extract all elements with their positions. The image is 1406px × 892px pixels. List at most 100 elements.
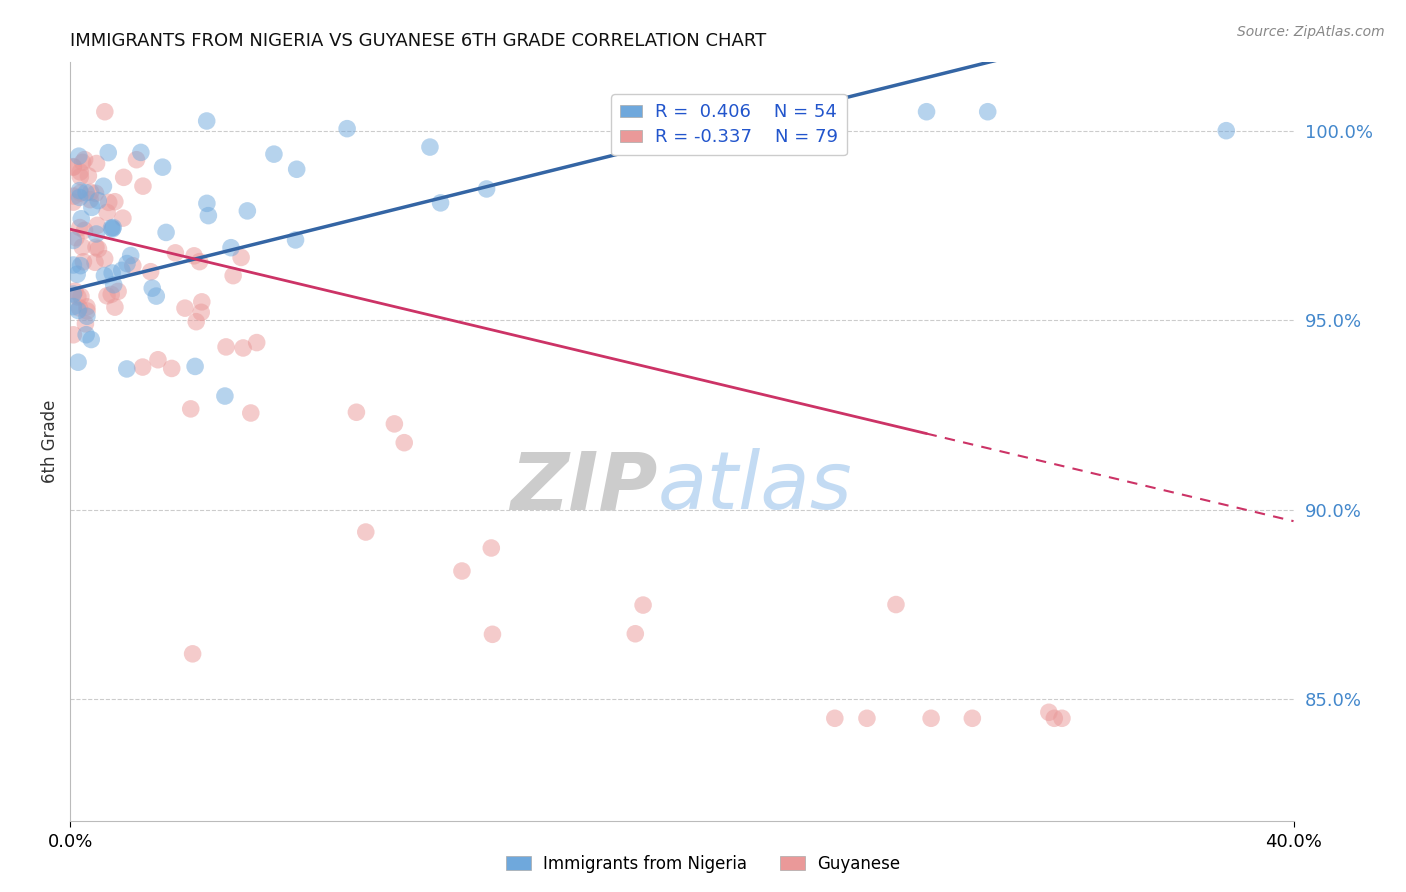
- Y-axis label: 6th Grade: 6th Grade: [41, 400, 59, 483]
- Point: [186, 315, 208, 329]
- Point: [915, 104, 938, 119]
- Point: [93, 268, 115, 283]
- Point: [111, 263, 134, 277]
- Point: [80, 200, 103, 214]
- Point: [62, 160, 84, 174]
- Point: [215, 340, 238, 354]
- Point: [103, 277, 125, 292]
- Point: [76, 300, 98, 314]
- Point: [80, 186, 103, 200]
- Point: [70, 289, 93, 303]
- Point: [1215, 123, 1237, 137]
- Point: [79, 193, 101, 207]
- Point: [84, 240, 107, 254]
- Point: [174, 301, 197, 315]
- Point: [190, 305, 212, 319]
- Point: [67, 355, 90, 369]
- Point: [62, 287, 84, 301]
- Point: [62, 300, 84, 314]
- Point: [184, 359, 207, 374]
- Point: [129, 145, 152, 160]
- Point: [87, 242, 110, 256]
- Point: [344, 405, 367, 419]
- Point: [73, 223, 96, 237]
- Point: [62, 195, 84, 210]
- Point: [219, 241, 242, 255]
- Text: Source: ZipAtlas.com: Source: ZipAtlas.com: [1237, 25, 1385, 39]
- Point: [94, 104, 117, 119]
- Point: [191, 294, 214, 309]
- Point: [96, 205, 118, 219]
- Point: [1043, 711, 1066, 725]
- Point: [394, 435, 416, 450]
- Point: [72, 254, 94, 268]
- Point: [69, 184, 91, 198]
- Point: [195, 114, 218, 128]
- Point: [75, 186, 97, 200]
- Point: [69, 169, 91, 184]
- Point: [146, 352, 169, 367]
- Point: [246, 335, 269, 350]
- Point: [824, 711, 846, 725]
- Point: [239, 406, 262, 420]
- Point: [93, 252, 115, 266]
- Point: [284, 233, 307, 247]
- Point: [111, 211, 134, 226]
- Point: [479, 541, 502, 555]
- Point: [77, 169, 100, 183]
- Point: [69, 259, 91, 273]
- Point: [236, 203, 259, 218]
- Point: [121, 259, 143, 273]
- Point: [962, 711, 984, 725]
- Point: [285, 162, 308, 177]
- Point: [101, 266, 124, 280]
- Point: [93, 179, 115, 194]
- Point: [160, 361, 183, 376]
- Point: [131, 360, 153, 375]
- Point: [132, 179, 155, 194]
- Point: [631, 598, 654, 612]
- Point: [115, 256, 138, 270]
- Point: [101, 222, 124, 236]
- Point: [69, 301, 91, 315]
- Point: [152, 160, 174, 174]
- Point: [104, 194, 127, 209]
- Point: [72, 155, 94, 169]
- Point: [195, 196, 218, 211]
- Point: [62, 234, 84, 248]
- Point: [920, 711, 942, 725]
- Point: [69, 190, 91, 204]
- Point: [67, 303, 90, 318]
- Point: [222, 268, 245, 283]
- Text: ZIP: ZIP: [510, 448, 658, 526]
- Point: [481, 627, 503, 641]
- Point: [76, 310, 98, 324]
- Point: [1050, 711, 1073, 725]
- Point: [73, 153, 96, 167]
- Point: [112, 170, 135, 185]
- Point: [97, 195, 120, 210]
- Point: [856, 711, 879, 725]
- Point: [232, 341, 254, 355]
- Text: atlas: atlas: [658, 448, 852, 526]
- Point: [624, 626, 647, 640]
- Point: [181, 647, 204, 661]
- Point: [84, 255, 107, 269]
- Point: [120, 248, 142, 262]
- Point: [75, 327, 97, 342]
- Point: [62, 258, 84, 272]
- Point: [96, 289, 118, 303]
- Point: [188, 254, 211, 268]
- Point: [100, 287, 122, 301]
- Point: [336, 121, 359, 136]
- Point: [165, 245, 187, 260]
- Legend: R =  0.406    N = 54, R = -0.337    N = 79: R = 0.406 N = 54, R = -0.337 N = 79: [612, 95, 846, 155]
- Point: [733, 104, 755, 119]
- Point: [145, 289, 167, 303]
- Point: [139, 265, 162, 279]
- Point: [86, 219, 108, 233]
- Point: [155, 226, 177, 240]
- Point: [451, 564, 474, 578]
- Point: [87, 194, 110, 208]
- Point: [65, 230, 87, 244]
